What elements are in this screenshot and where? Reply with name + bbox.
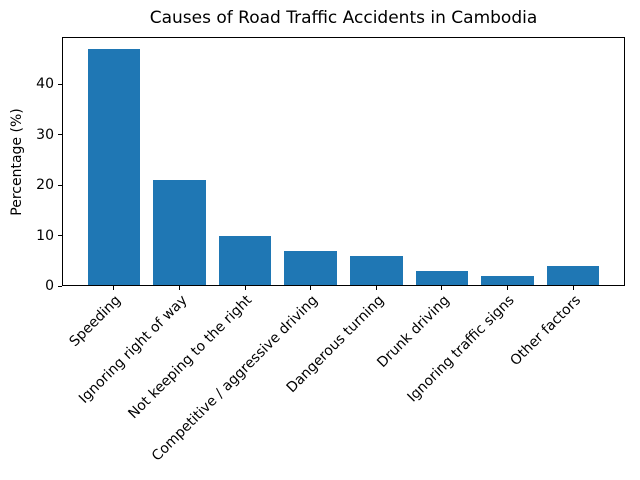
y-tick	[58, 184, 62, 186]
bar	[153, 180, 206, 286]
y-tick-label: 0	[45, 278, 54, 294]
chart-title: Causes of Road Traffic Accidents in Camb…	[149, 8, 538, 28]
bar	[481, 275, 534, 286]
x-tick	[178, 286, 180, 290]
y-tick-label: 10	[36, 227, 54, 244]
x-tick-label: Other factors	[507, 292, 584, 370]
x-tick-label: Not keeping to the right	[125, 292, 256, 423]
y-tick	[58, 83, 62, 85]
x-tick	[441, 286, 443, 290]
x-tick	[244, 286, 246, 290]
x-tick	[113, 286, 115, 290]
y-tick-label: 40	[36, 76, 54, 93]
x-tick-label: Speeding	[66, 292, 125, 350]
bar	[546, 265, 600, 286]
bar	[218, 235, 272, 286]
y-tick-label: 30	[36, 126, 54, 143]
y-tick	[58, 235, 62, 237]
bar	[415, 270, 469, 286]
y-tick	[58, 285, 62, 287]
x-tick	[310, 286, 312, 290]
y-tick-label: 20	[36, 177, 54, 194]
bar	[284, 250, 337, 286]
bar	[350, 255, 403, 286]
bar	[87, 48, 141, 286]
x-tick	[572, 286, 574, 290]
y-tick	[58, 134, 62, 136]
x-tick	[507, 286, 509, 290]
x-tick	[375, 286, 377, 290]
